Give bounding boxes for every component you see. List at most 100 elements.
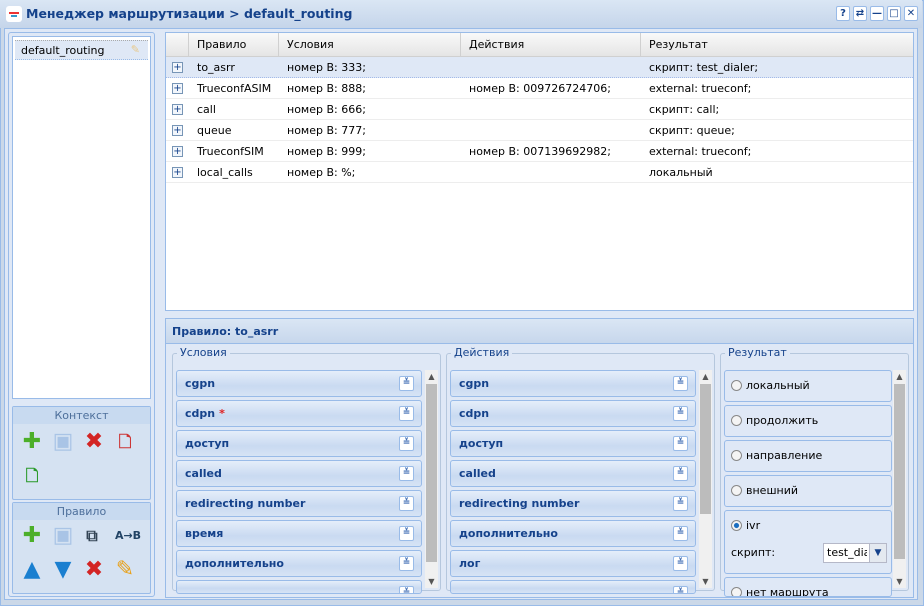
conditions-item-label: redirecting number xyxy=(185,497,306,510)
table-row[interactable]: + call номер B: 666; скрипт: call; xyxy=(166,99,913,120)
actions-item[interactable]: cgpn ≚ xyxy=(450,370,696,397)
radio-button[interactable] xyxy=(731,520,742,531)
chevron-down-icon[interactable]: ≚ xyxy=(673,406,688,421)
radio-button[interactable] xyxy=(731,380,742,391)
chevron-down-icon[interactable]: ≚ xyxy=(673,466,688,481)
script-select[interactable]: test_dialer▼ xyxy=(823,543,887,563)
result-scrollbar[interactable]: ▲ ▼ xyxy=(893,370,906,588)
rename-icon[interactable]: A→B xyxy=(114,529,142,542)
export-icon[interactable]: 🗋 xyxy=(25,466,39,485)
cell-act xyxy=(461,99,469,120)
conditions-item[interactable]: cdpn * ≚ xyxy=(176,400,422,427)
help-button[interactable]: ? xyxy=(836,6,850,21)
chevron-down-icon[interactable]: ≚ xyxy=(399,406,414,421)
delete-rule-icon[interactable]: ✖ xyxy=(84,557,104,582)
conditions-item[interactable]: дополнительно ≚ xyxy=(176,550,422,577)
table-row[interactable]: + TrueconfSIM номер B: 999; номер B: 007139… xyxy=(166,141,913,162)
actions-scrollbar[interactable]: ▲ ▼ xyxy=(699,370,712,588)
radio-button[interactable] xyxy=(731,587,742,596)
minimize-button[interactable]: — xyxy=(870,6,884,21)
actions-item-label: redirecting number xyxy=(459,497,580,510)
column-header-actions[interactable]: Действия xyxy=(461,33,641,57)
chevron-down-icon[interactable]: ≚ xyxy=(399,586,414,593)
conditions-item[interactable]: ≚ xyxy=(176,580,422,594)
expand-icon[interactable]: + xyxy=(172,167,183,178)
rule-editor-panel: Правило: to_asrr Условия cgpn ≚ cdpn * ≚ дост… xyxy=(165,318,914,598)
edit-icon[interactable]: ✎ xyxy=(130,43,140,56)
radio-button[interactable] xyxy=(731,485,742,496)
context-name: default_routing xyxy=(21,44,105,57)
cell-rule: local_calls xyxy=(197,166,253,179)
save-rule-icon[interactable]: ▣ xyxy=(52,523,74,548)
actions-item[interactable]: доступ ≚ xyxy=(450,430,696,457)
close-button[interactable]: ✕ xyxy=(904,6,918,21)
actions-item[interactable]: cdpn ≚ xyxy=(450,400,696,427)
add-icon[interactable]: ✚ xyxy=(22,429,42,454)
chevron-down-icon[interactable]: ≚ xyxy=(399,496,414,511)
cell-act xyxy=(461,120,469,141)
chevron-down-icon[interactable]: ≚ xyxy=(673,556,688,571)
expand-icon[interactable]: + xyxy=(172,104,183,115)
conditions-scrollbar[interactable]: ▲ ▼ xyxy=(425,370,438,588)
column-header-result[interactable]: Результат xyxy=(649,38,708,51)
add-rule-icon[interactable]: ✚ xyxy=(22,523,42,548)
actions-legend: Действия xyxy=(451,346,513,359)
actions-item[interactable]: лог ≚ xyxy=(450,550,696,577)
result-option[interactable]: ivr скрипт: test_dialer▼ xyxy=(724,510,892,574)
result-option[interactable]: внешний xyxy=(724,475,892,507)
chevron-down-icon[interactable]: ≚ xyxy=(673,376,688,391)
move-up-icon[interactable]: ▲ xyxy=(23,557,41,582)
table-row[interactable]: + TrueconfASIM номер B: 888; номер B: 00972… xyxy=(166,78,913,99)
result-option-label: ivr xyxy=(746,519,761,532)
actions-item[interactable]: called ≚ xyxy=(450,460,696,487)
expand-icon[interactable]: + xyxy=(172,146,183,157)
chevron-down-icon[interactable]: ≚ xyxy=(673,496,688,511)
cell-cond: номер B: %; xyxy=(287,166,356,179)
chevron-down-icon[interactable]: ▼ xyxy=(869,544,886,562)
conditions-item[interactable]: доступ ≚ xyxy=(176,430,422,457)
copy-icon[interactable]: ⧉ xyxy=(86,526,98,545)
result-option[interactable]: локальный xyxy=(724,370,892,402)
result-option[interactable]: направление xyxy=(724,440,892,472)
table-row[interactable]: + local_calls номер B: %; локальный xyxy=(166,162,913,183)
actions-item[interactable]: ≚ xyxy=(450,580,696,594)
column-header-rule[interactable]: Правило xyxy=(189,33,279,57)
expand-icon[interactable]: + xyxy=(172,62,183,73)
chevron-down-icon[interactable]: ≚ xyxy=(399,376,414,391)
column-header-conditions[interactable]: Условия xyxy=(279,33,461,57)
refresh-button[interactable]: ⇄ xyxy=(853,6,867,21)
conditions-item[interactable]: время ≚ xyxy=(176,520,422,547)
chevron-down-icon[interactable]: ≚ xyxy=(673,436,688,451)
result-option[interactable]: продолжить xyxy=(724,405,892,437)
result-legend: Результат xyxy=(725,346,790,359)
conditions-item[interactable]: called ≚ xyxy=(176,460,422,487)
conditions-item-label: cgpn xyxy=(185,377,216,390)
radio-button[interactable] xyxy=(731,415,742,426)
maximize-button[interactable]: □ xyxy=(887,6,901,21)
table-row[interactable]: + to_asrr номер B: 333; скрипт: test_dialer… xyxy=(166,57,913,78)
chevron-down-icon[interactable]: ≚ xyxy=(399,466,414,481)
expand-icon[interactable]: + xyxy=(172,83,183,94)
table-row[interactable]: + queue номер B: 777; скрипт: queue; xyxy=(166,120,913,141)
cell-cond: номер B: 888; xyxy=(287,82,366,95)
edit-rule-icon[interactable]: ✎ xyxy=(115,557,135,582)
chevron-down-icon[interactable]: ≚ xyxy=(399,526,414,541)
actions-item[interactable]: redirecting number ≚ xyxy=(450,490,696,517)
script-label: скрипт: xyxy=(731,546,776,559)
context-item[interactable]: default_routing ✎ xyxy=(15,40,148,60)
actions-item[interactable]: дополнительно ≚ xyxy=(450,520,696,547)
chevron-down-icon[interactable]: ≚ xyxy=(399,436,414,451)
import-icon[interactable]: 🗋 xyxy=(118,432,132,451)
cell-res: скрипт: call; xyxy=(649,103,720,116)
chevron-down-icon[interactable]: ≚ xyxy=(673,526,688,541)
conditions-item[interactable]: cgpn ≚ xyxy=(176,370,422,397)
conditions-item[interactable]: redirecting number ≚ xyxy=(176,490,422,517)
expand-icon[interactable]: + xyxy=(172,125,183,136)
move-down-icon[interactable]: ▼ xyxy=(54,557,72,582)
chevron-down-icon[interactable]: ≚ xyxy=(399,556,414,571)
delete-icon[interactable]: ✖ xyxy=(84,429,104,454)
chevron-down-icon[interactable]: ≚ xyxy=(673,586,688,593)
save-icon[interactable]: ▣ xyxy=(52,429,74,454)
result-option[interactable]: нет маршрута xyxy=(724,577,892,597)
radio-button[interactable] xyxy=(731,450,742,461)
